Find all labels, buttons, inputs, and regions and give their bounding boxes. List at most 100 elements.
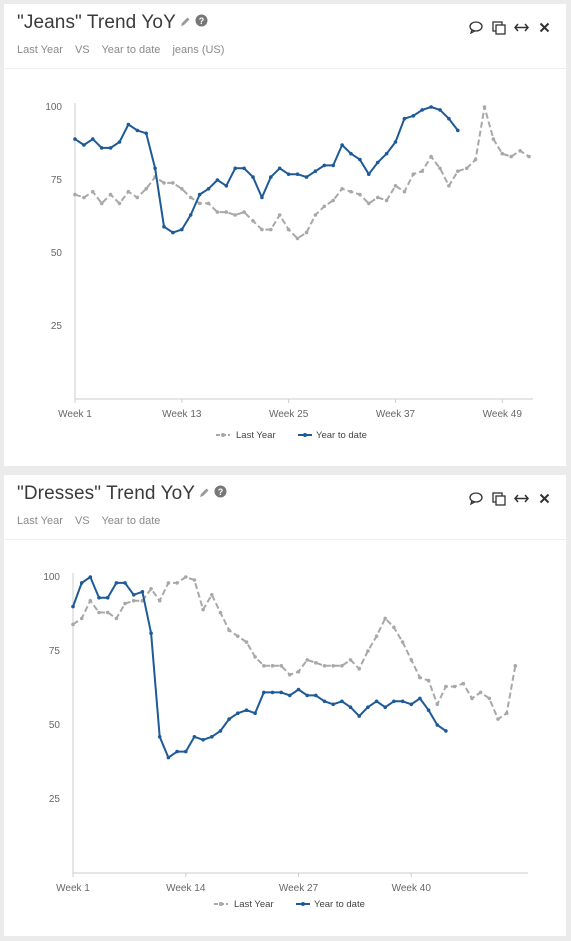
data-point-last-year[interactable] — [215, 210, 220, 214]
data-point-last-year[interactable] — [435, 702, 440, 707]
data-point-last-year[interactable] — [473, 157, 478, 162]
data-point-ytd[interactable] — [227, 717, 231, 721]
data-point-ytd[interactable] — [270, 690, 275, 695]
data-point-ytd[interactable] — [349, 151, 353, 156]
data-point-ytd[interactable] — [253, 711, 257, 715]
data-point-last-year[interactable] — [331, 198, 336, 203]
data-point-last-year[interactable] — [464, 166, 469, 171]
data-point-ytd[interactable] — [384, 151, 389, 156]
data-point-ytd[interactable] — [162, 224, 166, 229]
data-point-last-year[interactable] — [482, 105, 487, 109]
data-point-ytd[interactable] — [305, 693, 310, 698]
data-point-last-year[interactable] — [400, 640, 405, 644]
data-point-ytd[interactable] — [295, 172, 300, 176]
data-point-ytd[interactable] — [322, 163, 327, 168]
comment-icon[interactable] — [468, 20, 483, 35]
data-point-last-year[interactable] — [393, 184, 398, 188]
data-point-last-year[interactable] — [126, 189, 131, 194]
close-icon[interactable] — [537, 491, 552, 506]
data-point-last-year[interactable] — [157, 598, 162, 603]
data-point-last-year[interactable] — [470, 696, 474, 701]
data-point-ytd[interactable] — [244, 708, 249, 712]
data-point-ytd[interactable] — [224, 184, 229, 188]
series-line-last-year[interactable] — [72, 576, 517, 721]
data-point-last-year[interactable] — [227, 628, 231, 633]
data-point-ytd[interactable] — [269, 175, 273, 179]
data-point-ytd[interactable] — [392, 699, 396, 704]
data-point-ytd[interactable] — [262, 690, 266, 695]
data-point-ytd[interactable] — [215, 178, 220, 182]
data-point-ytd[interactable] — [149, 631, 153, 635]
data-point-ytd[interactable] — [108, 146, 113, 150]
close-icon[interactable] — [537, 20, 552, 35]
data-point-ytd[interactable] — [144, 131, 148, 136]
data-point-ytd[interactable] — [402, 116, 407, 121]
data-point-last-year[interactable] — [305, 658, 310, 662]
data-point-last-year[interactable] — [349, 189, 353, 194]
data-point-ytd[interactable] — [135, 128, 140, 133]
data-point-last-year[interactable] — [117, 201, 122, 206]
data-point-last-year[interactable] — [270, 664, 275, 668]
data-point-ytd[interactable] — [79, 581, 84, 585]
data-point-ytd[interactable] — [123, 581, 127, 585]
legend-label-ytd[interactable]: Year to date — [316, 430, 367, 441]
data-point-last-year[interactable] — [340, 187, 344, 191]
data-point-last-year[interactable] — [348, 658, 353, 662]
data-point-last-year[interactable] — [99, 201, 104, 206]
data-point-ytd[interactable] — [184, 749, 188, 754]
data-point-ytd[interactable] — [393, 140, 398, 144]
data-point-last-year[interactable] — [411, 172, 416, 176]
data-point-ytd[interactable] — [157, 735, 162, 739]
data-point-last-year[interactable] — [166, 581, 171, 585]
data-point-last-year[interactable] — [188, 195, 193, 200]
data-point-last-year[interactable] — [322, 664, 327, 668]
data-point-last-year[interactable] — [192, 578, 197, 582]
data-point-last-year[interactable] — [504, 711, 509, 715]
data-point-ytd[interactable] — [435, 723, 440, 727]
data-point-ytd[interactable] — [99, 146, 104, 150]
data-point-last-year[interactable] — [184, 575, 188, 579]
data-point-ytd[interactable] — [105, 595, 110, 600]
data-point-last-year[interactable] — [461, 681, 466, 686]
data-point-last-year[interactable] — [420, 169, 425, 173]
data-point-ytd[interactable] — [218, 729, 223, 733]
data-point-last-year[interactable] — [135, 195, 140, 200]
data-point-last-year[interactable] — [114, 616, 119, 621]
data-point-ytd[interactable] — [188, 213, 193, 217]
data-point-last-year[interactable] — [91, 189, 95, 194]
edit-icon[interactable] — [180, 14, 191, 32]
comment-icon[interactable] — [468, 491, 483, 506]
data-point-ytd[interactable] — [97, 595, 101, 600]
data-point-last-year[interactable] — [429, 154, 433, 159]
data-point-last-year[interactable] — [171, 181, 175, 185]
legend-label-last-year[interactable]: Last Year — [234, 899, 274, 910]
data-point-ytd[interactable] — [201, 738, 205, 742]
data-point-ytd[interactable] — [279, 690, 284, 695]
data-point-last-year[interactable] — [201, 607, 205, 612]
data-point-last-year[interactable] — [331, 664, 336, 668]
data-point-last-year[interactable] — [144, 187, 148, 191]
data-point-ytd[interactable] — [140, 590, 145, 594]
data-point-last-year[interactable] — [409, 658, 414, 662]
legend-label-ytd[interactable]: Year to date — [314, 899, 365, 910]
help-icon[interactable]: ? — [214, 485, 227, 503]
data-point-last-year[interactable] — [452, 684, 457, 689]
data-point-last-year[interactable] — [513, 664, 518, 668]
data-point-ytd[interactable] — [236, 711, 240, 715]
data-point-last-year[interactable] — [478, 690, 483, 695]
data-point-last-year[interactable] — [197, 201, 202, 206]
data-point-ytd[interactable] — [288, 693, 292, 698]
data-point-ytd[interactable] — [91, 137, 95, 141]
data-point-last-year[interactable] — [509, 154, 513, 159]
data-point-ytd[interactable] — [426, 708, 431, 712]
data-point-ytd[interactable] — [340, 143, 344, 147]
data-point-last-year[interactable] — [131, 598, 136, 603]
data-point-last-year[interactable] — [438, 166, 442, 171]
data-point-last-year[interactable] — [260, 227, 264, 232]
data-point-last-year[interactable] — [357, 667, 362, 671]
data-point-ytd[interactable] — [180, 227, 184, 232]
data-point-last-year[interactable] — [384, 198, 389, 203]
data-point-last-year[interactable] — [73, 192, 77, 197]
data-point-last-year[interactable] — [82, 195, 86, 200]
data-point-ytd[interactable] — [171, 230, 175, 235]
